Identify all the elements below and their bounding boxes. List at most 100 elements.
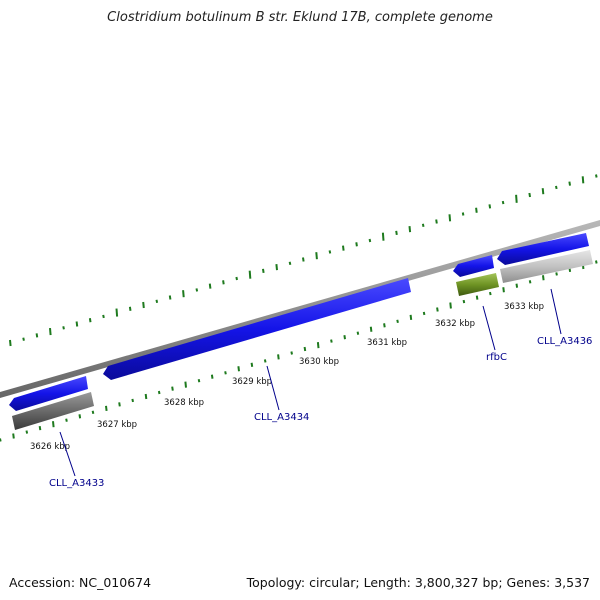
gc-tick (197, 379, 201, 383)
gc-tick (555, 272, 558, 276)
gc-tick (78, 414, 82, 419)
gc-tick (235, 276, 238, 281)
gc-tick (501, 200, 505, 205)
gc-tick (62, 326, 65, 330)
scale-labels: 3626 kbp 3627 kbp 3628 kbp 3629 kbp 3630… (30, 302, 544, 452)
gc-tick (171, 386, 174, 391)
scale-label: 3629 kbp (232, 377, 272, 387)
gc-tick (22, 337, 25, 341)
gc-tick (290, 351, 293, 355)
gc-tick (316, 342, 320, 349)
gc-tick (49, 328, 52, 336)
gc-tick (277, 354, 280, 360)
gc-tick (436, 307, 439, 312)
gc-tick (409, 314, 413, 321)
gc-tick (342, 245, 345, 251)
gc-tick (9, 339, 12, 347)
gc-tick (88, 318, 92, 323)
gc-ticks-upper (9, 174, 598, 347)
leader-line-cll-a3434 (266, 365, 280, 411)
gc-tick (435, 219, 438, 224)
gc-tick (105, 405, 108, 412)
gc-tick (421, 223, 425, 227)
cds-feature-cll-a3434 (103, 278, 411, 380)
gc-tick (91, 410, 95, 414)
gc-tick (542, 275, 545, 281)
gene-label-cll-a3434[interactable]: CLL_A3434 (254, 412, 309, 423)
gc-tick (128, 306, 132, 311)
gc-tick (595, 260, 598, 264)
scale-label: 3633 kbp (504, 302, 544, 312)
gc-tick (302, 257, 305, 262)
gc-tick (462, 299, 466, 304)
gc-tick (142, 301, 145, 309)
gc-tick (461, 212, 465, 216)
gc-tick (315, 252, 318, 260)
gene-labels: CLL_A3433 CLL_A3434 rfbC CLL_A3436 (49, 336, 592, 489)
cds-feature-cll-a3433 (9, 376, 88, 411)
accession-text: Accession: NC_010674 (9, 575, 152, 590)
gc-tick (52, 421, 55, 428)
gc-tick (144, 393, 148, 400)
gc-tick (408, 226, 412, 233)
gc-tick (303, 346, 307, 352)
gc-tick (343, 335, 346, 340)
gc-tick (489, 291, 492, 296)
gc-tick (541, 188, 545, 195)
gc-tick (195, 288, 199, 292)
gc-tick (155, 299, 159, 303)
gc-tick (12, 433, 15, 439)
gc-tick (131, 398, 134, 403)
gc-tick (448, 214, 452, 222)
gc-tick (568, 181, 571, 186)
gene-label-rfbC[interactable]: rfbC (486, 352, 507, 363)
gc-tick (65, 418, 68, 422)
gc-tick (184, 381, 187, 388)
gc-tick (515, 194, 518, 203)
gc-tick (38, 425, 42, 431)
gc-tick (222, 280, 225, 285)
gc-tick (369, 326, 373, 332)
gc-tick (288, 261, 292, 265)
gc-tick (555, 185, 558, 190)
gc-tick (381, 232, 385, 241)
scale-label: 3631 kbp (367, 338, 407, 348)
cds-feature-rfbC (453, 255, 494, 277)
gene-label-leaders (59, 288, 562, 477)
leader-line-rfbC (482, 305, 496, 351)
gc-tick (581, 176, 585, 184)
gc-tick (368, 238, 372, 243)
gc-tick (118, 402, 121, 407)
gc-tick (35, 333, 39, 338)
scale-label: 3632 kbp (435, 319, 475, 329)
gene-label-cll-a3433[interactable]: CLL_A3433 (49, 478, 104, 489)
scale-label: 3626 kbp (30, 442, 70, 452)
gc-tick (275, 264, 278, 271)
gc-tick (330, 339, 333, 343)
scale-label: 3630 kbp (299, 357, 339, 367)
genome-title: Clostridium botulinum B str. Eklund 17B,… (107, 10, 493, 25)
gc-tick (422, 311, 426, 316)
gc-tick (488, 204, 492, 209)
gc-tick (262, 268, 265, 274)
gc-tick (328, 250, 332, 254)
gc-tick (102, 314, 105, 319)
gc-tick (396, 319, 399, 323)
gc-tick (355, 242, 358, 247)
gc-tick (515, 283, 519, 288)
cds-feature-cll-a3436 (497, 233, 589, 265)
gc-tick (25, 430, 29, 434)
scale-label: 3627 kbp (97, 420, 137, 430)
genome-backbone (0, 220, 600, 398)
gc-tick (0, 438, 2, 442)
gene-label-cll-a3436[interactable]: CLL_A3436 (537, 336, 592, 347)
gc-tick (250, 362, 254, 367)
gc-tick (475, 207, 478, 213)
gc-tick (475, 295, 479, 300)
gene-feature-rfbC (456, 273, 499, 296)
leader-line-cll-a3436 (550, 288, 562, 335)
gc-tick (208, 283, 212, 289)
gc-tick (237, 366, 240, 372)
gc-tick (182, 290, 185, 298)
